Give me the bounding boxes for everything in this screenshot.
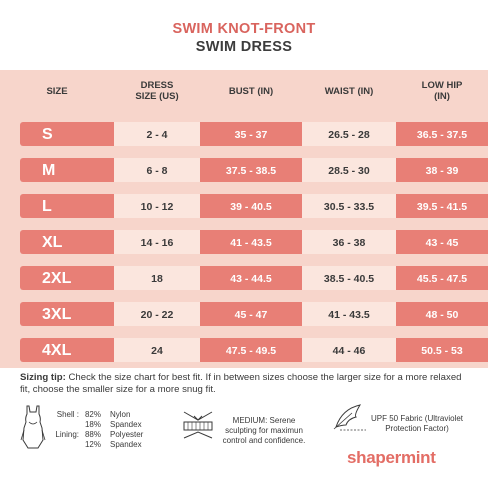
waist-cell: 26.5 - 28 <box>328 128 370 141</box>
bust-cell: 39 - 40.5 <box>230 200 272 213</box>
dress-size-cell: 10 - 12 <box>140 200 174 213</box>
low-hip-cell: 38 - 39 <box>425 164 459 177</box>
waist-cell: 30.5 - 33.5 <box>323 200 375 213</box>
header-size: SIZE <box>46 85 68 97</box>
size-cell: XL <box>42 233 63 251</box>
size-cell: 4XL <box>42 341 72 359</box>
table-row: 4XL 24 47.5 - 49.5 44 - 46 50.5 - 53 <box>0 333 488 368</box>
waist-cell: 38.5 - 40.5 <box>323 272 375 285</box>
fabric-composition: Shell :82% Nylon 18% Spandex Lining: 88% Pol… <box>55 410 144 449</box>
dress-size-cell: 18 <box>151 272 163 285</box>
low-hip-cell: 39.5 - 41.5 <box>416 200 468 213</box>
bust-cell: 43 - 44.5 <box>230 272 272 285</box>
size-cell: 3XL <box>42 305 72 323</box>
low-hip-cell: 36.5 - 37.5 <box>416 128 468 141</box>
table-row: XL 14 - 16 41 - 43.5 36 - 38 43 - 45 <box>0 225 488 260</box>
sizing-tip: Sizing tip: Check the size chart for bes… <box>20 372 472 396</box>
waist-cell: 44 - 46 <box>332 344 366 357</box>
bust-cell: 35 - 37 <box>234 128 268 141</box>
compression-icon <box>180 410 216 440</box>
table-row: L 10 - 12 39 - 40.5 30.5 - 33.5 39.5 - 41.5 <box>0 189 488 224</box>
size-cell: 2XL <box>42 269 72 287</box>
table-header: SIZE DRESS SIZE (US) BUST (IN) WAIST (IN)… <box>0 70 488 112</box>
table-row: S 2 - 4 35 - 37 26.5 - 28 36.5 - 37.5 <box>0 117 488 152</box>
low-hip-cell: 50.5 - 53 <box>421 344 463 357</box>
uv-protection-icon <box>330 403 370 433</box>
title-line-2: SWIM DRESS <box>195 39 293 55</box>
size-cell: S <box>42 125 53 143</box>
dress-size-cell: 2 - 4 <box>146 128 168 141</box>
header-dress-size: DRESS SIZE (US) <box>135 80 179 102</box>
size-cell: L <box>42 197 52 215</box>
table-row: 3XL 20 - 22 45 - 47 41 - 43.5 48 - 50 <box>0 297 488 332</box>
bust-cell: 45 - 47 <box>234 308 268 321</box>
waist-cell: 36 - 38 <box>332 236 366 249</box>
header-bust: BUST (IN) <box>228 85 274 97</box>
low-hip-cell: 43 - 45 <box>425 236 459 249</box>
low-hip-cell: 48 - 50 <box>425 308 459 321</box>
sculpt-level: MEDIUM: Serene sculpting for maximun con… <box>222 416 306 445</box>
table-row: M 6 - 8 37.5 - 38.5 28.5 - 30 38 - 39 <box>0 153 488 188</box>
title-line-1: SWIM KNOT-FRONT <box>172 21 316 37</box>
waist-cell: 41 - 43.5 <box>328 308 370 321</box>
header-waist: WAIST (IN) <box>324 85 374 97</box>
bust-cell: 47.5 - 49.5 <box>225 344 277 357</box>
waist-cell: 28.5 - 30 <box>328 164 370 177</box>
dress-size-cell: 6 - 8 <box>146 164 168 177</box>
swimsuit-icon <box>20 404 46 450</box>
chart-title: SWIM KNOT-FRONT SWIM DRESS <box>0 20 488 56</box>
bust-cell: 37.5 - 38.5 <box>225 164 277 177</box>
upf-rating: UPF 50 Fabric (Ultraviolet Protection Fa… <box>370 414 464 433</box>
table-row: 2XL 18 43 - 44.5 38.5 - 40.5 45.5 - 47.5 <box>0 261 488 296</box>
dress-size-cell: 14 - 16 <box>140 236 174 249</box>
sizing-tip-text: Check the size chart for best fit. If in… <box>20 372 462 395</box>
bust-cell: 41 - 43.5 <box>230 236 272 249</box>
dress-size-cell: 20 - 22 <box>140 308 174 321</box>
brand-logo: shapermint <box>347 448 436 467</box>
low-hip-cell: 45.5 - 47.5 <box>416 272 468 285</box>
header-low-hip: LOW HIP (IN) <box>421 80 463 102</box>
sizing-tip-label: Sizing tip: <box>20 372 66 383</box>
size-table: SIZE DRESS SIZE (US) BUST (IN) WAIST (IN)… <box>0 70 488 368</box>
size-cell: M <box>42 161 56 179</box>
dress-size-cell: 24 <box>151 344 163 357</box>
